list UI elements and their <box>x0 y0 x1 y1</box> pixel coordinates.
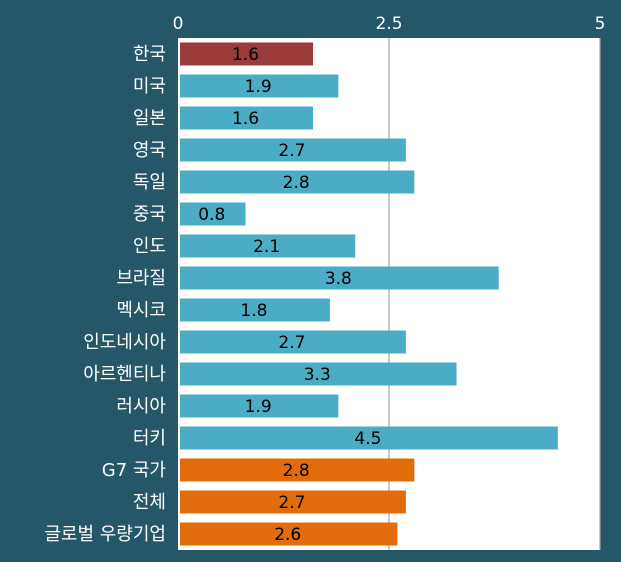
value-label: 1.6 <box>232 45 259 65</box>
bar-5 <box>180 202 246 226</box>
value-label: 2.7 <box>278 333 305 353</box>
category-label: 러시아 <box>116 396 166 417</box>
bar-13 <box>180 458 415 482</box>
category-label: 터키 <box>133 428 166 449</box>
value-label: 2.6 <box>274 525 301 545</box>
category-label: 미국 <box>133 76 166 97</box>
bar-10 <box>180 362 457 386</box>
bar-14 <box>180 490 406 514</box>
bar-2 <box>180 106 314 130</box>
bar-0 <box>180 42 314 66</box>
value-label: 1.9 <box>245 77 272 97</box>
bar-7 <box>180 266 499 290</box>
category-label: 중국 <box>133 204 166 225</box>
bar-12 <box>180 426 558 450</box>
value-label: 2.8 <box>283 461 310 481</box>
x-tick-label: 5 <box>595 14 606 34</box>
value-label: 1.6 <box>232 109 259 129</box>
category-label: 일본 <box>133 108 166 129</box>
bar-3 <box>180 138 406 162</box>
bar-15 <box>180 522 398 546</box>
category-label: 아르헨티나 <box>83 364 166 385</box>
bar-4 <box>180 170 415 194</box>
bar-6 <box>180 234 356 258</box>
bar-1 <box>180 74 339 98</box>
value-label: 1.9 <box>245 397 272 417</box>
category-label: 독일 <box>133 172 166 193</box>
value-label: 0.8 <box>198 205 225 225</box>
category-label: 영국 <box>133 140 166 161</box>
category-label: 인도네시아 <box>83 332 166 353</box>
value-label: 4.5 <box>354 429 381 449</box>
value-label: 2.7 <box>278 493 305 513</box>
value-label: 3.3 <box>304 365 331 385</box>
value-label: 2.7 <box>278 141 305 161</box>
x-tick-label: 2.5 <box>375 14 402 34</box>
value-label: 3.8 <box>325 269 352 289</box>
bar-11 <box>180 394 339 418</box>
bar-8 <box>180 298 330 322</box>
category-label: G7 국가 <box>102 460 166 481</box>
category-label: 브라질 <box>116 268 166 289</box>
bar-9 <box>180 330 406 354</box>
value-label: 1.8 <box>240 301 267 321</box>
x-tick-label: 0 <box>173 14 184 34</box>
category-label: 인도 <box>133 236 166 257</box>
category-label: 전체 <box>133 492 166 513</box>
category-label: 한국 <box>133 44 166 65</box>
category-label: 글로벌 우량기업 <box>44 524 166 545</box>
value-label: 2.1 <box>253 237 280 257</box>
category-label: 멕시코 <box>116 300 166 321</box>
value-label: 2.8 <box>283 173 310 193</box>
